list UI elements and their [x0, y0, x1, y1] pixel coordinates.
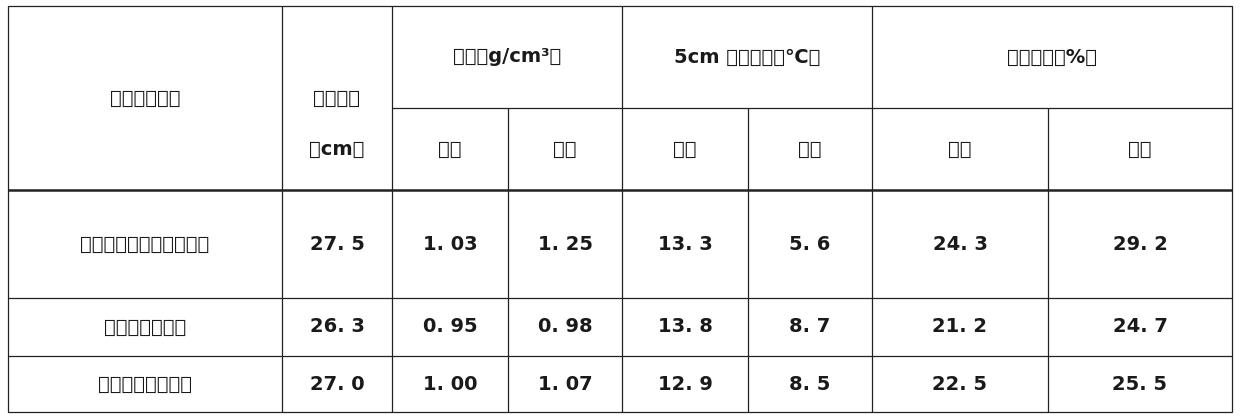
Text: 1. 07: 1. 07 — [538, 375, 593, 393]
Text: 垄台: 垄台 — [949, 140, 972, 158]
Text: 27. 0: 27. 0 — [310, 375, 365, 393]
Text: 8. 5: 8. 5 — [790, 375, 831, 393]
Text: （cm）: （cm） — [309, 140, 365, 158]
Text: 5cm 土壤温度（℃）: 5cm 土壤温度（℃） — [673, 48, 820, 66]
Text: 12. 9: 12. 9 — [657, 375, 713, 393]
Text: 垄沟: 垄沟 — [553, 140, 577, 158]
Text: 秸秆还田，耕翻: 秸秆还田，耕翻 — [104, 318, 186, 336]
Text: 土壤水分（%）: 土壤水分（%） — [1007, 48, 1097, 66]
Text: 秸秆不还田，耕翻: 秸秆不还田，耕翻 — [98, 375, 192, 393]
Text: 25. 5: 25. 5 — [1112, 375, 1168, 393]
Text: 垄沟: 垄沟 — [1128, 140, 1152, 158]
Text: 0. 98: 0. 98 — [538, 318, 593, 336]
Text: 24. 7: 24. 7 — [1112, 318, 1167, 336]
Text: 13. 8: 13. 8 — [657, 318, 713, 336]
Text: 8. 7: 8. 7 — [790, 318, 831, 336]
Text: 容重（g/cm³）: 容重（g/cm³） — [453, 48, 562, 66]
Text: 垄沟: 垄沟 — [799, 140, 822, 158]
Text: 21. 2: 21. 2 — [932, 318, 987, 336]
Text: 24. 3: 24. 3 — [932, 234, 987, 253]
Text: 1. 03: 1. 03 — [423, 234, 477, 253]
Text: 1. 25: 1. 25 — [537, 234, 593, 253]
Text: 27. 5: 27. 5 — [310, 234, 365, 253]
Text: 13. 3: 13. 3 — [657, 234, 712, 253]
Text: 0. 95: 0. 95 — [423, 318, 477, 336]
Text: 5. 6: 5. 6 — [790, 234, 831, 253]
Text: 垄台: 垄台 — [438, 140, 461, 158]
Text: 秸秆还田，秋季垄台深松: 秸秆还田，秋季垄台深松 — [81, 234, 210, 253]
Text: 1. 00: 1. 00 — [423, 375, 477, 393]
Text: 土壤耕作方法: 土壤耕作方法 — [110, 89, 180, 107]
Text: 26. 3: 26. 3 — [310, 318, 365, 336]
Text: 22. 5: 22. 5 — [932, 375, 987, 393]
Text: 垄台: 垄台 — [673, 140, 697, 158]
Text: 耕层深度: 耕层深度 — [314, 89, 361, 107]
Text: 29. 2: 29. 2 — [1112, 234, 1167, 253]
